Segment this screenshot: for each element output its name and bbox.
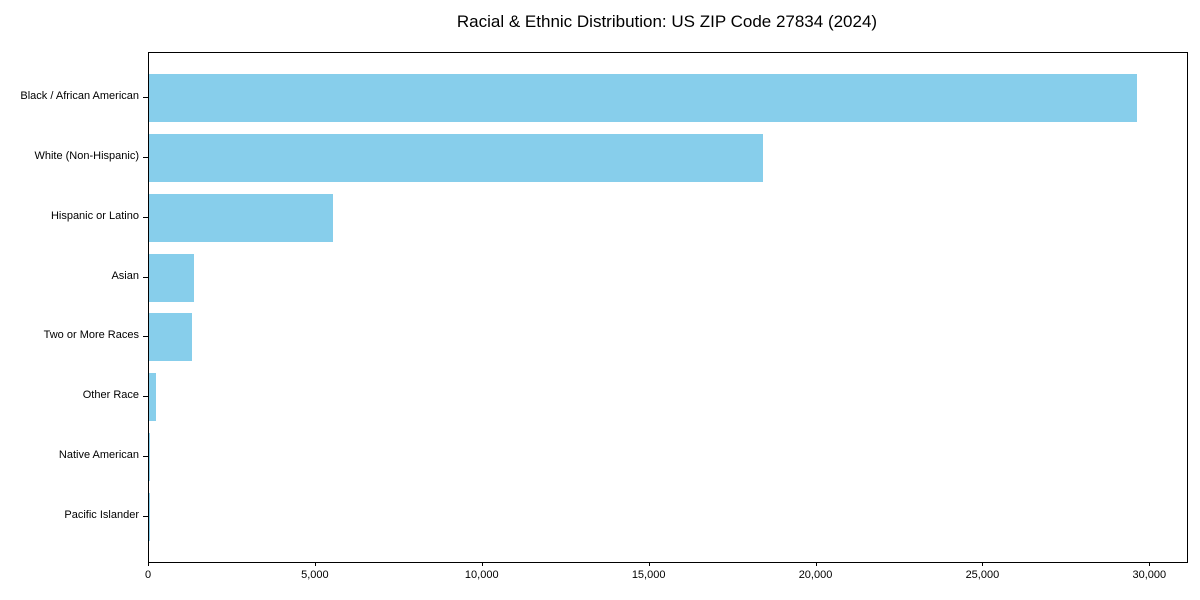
x-axis-tick <box>148 562 149 566</box>
x-tick-label: 5,000 <box>301 569 329 581</box>
y-tick-label: White (Non-Hispanic) <box>34 149 139 162</box>
y-tick-label: Native American <box>58 449 139 462</box>
x-tick-label: 25,000 <box>965 569 1000 581</box>
x-tick-label: 10,000 <box>464 569 499 581</box>
bar-native-american <box>149 433 151 482</box>
chart-title: Racial & Ethnic Distribution: US ZIP Cod… <box>456 12 878 31</box>
y-axis-tick <box>143 97 148 98</box>
x-axis-tick <box>648 562 650 566</box>
bar-other-race <box>149 373 156 422</box>
y-axis-tick <box>143 156 148 158</box>
bar-white-non-hispanic- <box>149 133 764 182</box>
x-tick-label: 20,000 <box>798 569 833 581</box>
y-axis-tick <box>143 336 148 338</box>
y-tick-label: Asian <box>111 269 139 282</box>
y-axis-tick <box>143 276 148 278</box>
x-tick-label: 30,000 <box>1132 569 1167 581</box>
bar-asian <box>149 253 195 302</box>
bar-hispanic-or-latino <box>149 193 333 242</box>
bar-black-african-american <box>149 74 1137 122</box>
y-axis-tick <box>143 456 148 458</box>
x-axis-tick <box>481 562 483 566</box>
y-axis-tick <box>143 516 148 517</box>
x-axis-tick <box>314 562 316 566</box>
y-axis-tick <box>143 396 148 398</box>
y-tick-label: Black / African American <box>20 90 139 102</box>
x-tick-label: 15,000 <box>631 569 666 581</box>
y-tick-label: Two or More Races <box>43 329 139 342</box>
x-tick-label: 0 <box>144 569 152 581</box>
x-axis-tick <box>815 562 817 566</box>
y-tick-label: Pacific Islander <box>64 509 139 521</box>
plot-area <box>148 52 1188 563</box>
y-tick-label: Hispanic or Latino <box>50 209 139 222</box>
y-tick-label: Other Race <box>82 389 139 402</box>
y-axis-tick <box>143 216 148 218</box>
x-axis-tick <box>1149 562 1151 566</box>
bar-two-or-more-races <box>149 313 193 362</box>
x-axis-tick <box>982 562 984 566</box>
